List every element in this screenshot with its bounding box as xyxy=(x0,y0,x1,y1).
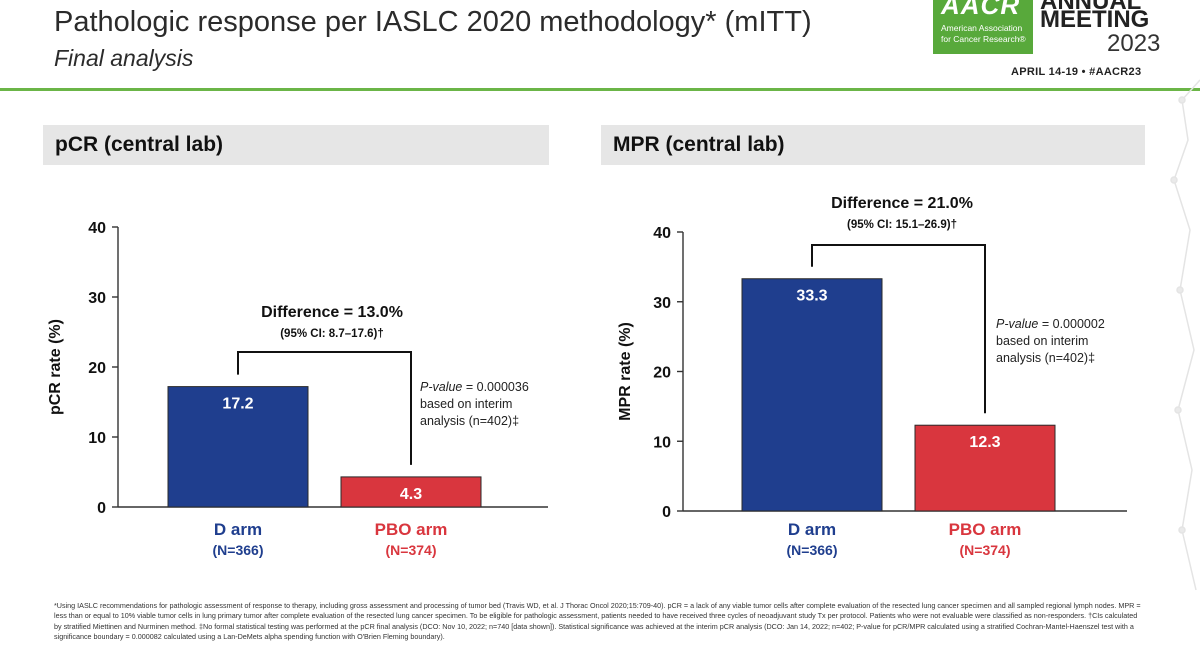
mpr-category-label-1: PBO arm xyxy=(949,520,1022,539)
pcr-pvalue-number: = 0.000036 xyxy=(462,380,528,394)
meeting-year: 2023 xyxy=(1107,30,1161,57)
panel-header-mpr: MPR (central lab) xyxy=(601,125,1145,165)
meeting-line2: MEETING xyxy=(1040,6,1150,33)
aacr-logo-text: AACR xyxy=(941,0,1021,20)
pcr-category-label-1: PBO arm xyxy=(375,520,448,539)
mpr-difference-label: Difference = 21.0% xyxy=(831,195,973,212)
pcr-pvalue-italic: P-value xyxy=(420,380,462,394)
panel-title-mpr: MPR (central lab) xyxy=(613,133,785,156)
pcr-category-n-0: (N=366) xyxy=(213,542,264,558)
pcr-pvalue-line3: analysis (n=402)‡ xyxy=(420,414,519,428)
pcr-y-tick-label: 40 xyxy=(88,220,106,237)
mpr-pvalue-line3: analysis (n=402)‡ xyxy=(996,351,1095,365)
mpr-category-n-1: (N=374) xyxy=(960,542,1011,558)
panel-title-pcr: pCR (central lab) xyxy=(55,133,224,156)
mpr-bar-value-label-1: 12.3 xyxy=(969,434,1000,451)
mpr-y-tick-label: 10 xyxy=(653,434,671,451)
panel-header-pcr: pCR (central lab) xyxy=(43,125,549,165)
meeting-dates: APRIL 14-19 • #AACR23 xyxy=(1011,66,1142,78)
pcr-y-tick-label: 30 xyxy=(88,290,106,307)
mpr-y-tick-label: 30 xyxy=(653,295,671,312)
mpr-bar-1 xyxy=(914,424,1056,512)
pcr-bar-1 xyxy=(340,476,482,508)
pcr-y-axis-label: pCR rate (%) xyxy=(47,319,64,415)
mpr-bar-value-label-0: 33.3 xyxy=(796,288,827,305)
meeting-line1: ANNUAL xyxy=(1040,0,1142,15)
mpr-y-tick-label: 20 xyxy=(653,365,671,382)
mpr-difference-bracket xyxy=(811,244,986,414)
pcr-difference-bracket xyxy=(237,351,412,465)
pcr-bar-0 xyxy=(167,386,309,508)
mpr-pvalue-number: = 0.000002 xyxy=(1038,317,1104,331)
aacr-logo: AACR American Association for Cancer Res… xyxy=(933,0,1033,54)
footnote: *Using IASLC recommendations for patholo… xyxy=(54,601,1141,641)
mpr-pvalue-line2: based on interim xyxy=(996,334,1088,348)
pcr-y-tick-label: 10 xyxy=(88,430,106,447)
page-subtitle: Final analysis xyxy=(54,45,194,71)
decorative-molecule-graphic xyxy=(1170,79,1200,591)
pcr-bar-value-label-0: 17.2 xyxy=(222,396,253,413)
pcr-category-label-0: D arm xyxy=(214,520,262,539)
pcr-pvalue-line2: based on interim xyxy=(420,397,512,411)
pcr-ci-label: (95% CI: 8.7–17.6)† xyxy=(280,328,384,340)
mpr-pvalue-italic: P-value xyxy=(996,317,1038,331)
charts-canvas: 0 10 20 30 40 pCR rate (%) 17.2 D arm (N=366) 4.3… xyxy=(47,195,1127,558)
mpr-bar-0 xyxy=(741,278,883,512)
mpr-pvalue-line1: P-value = 0.000002 xyxy=(996,317,1105,331)
pcr-difference-label: Difference = 13.0% xyxy=(261,304,403,321)
pcr-bar-value-label-1: 4.3 xyxy=(400,486,422,503)
pcr-category-n-1: (N=374) xyxy=(386,542,437,558)
aacr-logo-subtext: American Association for Cancer Research… xyxy=(941,23,1026,44)
mpr-y-tick-label: 40 xyxy=(653,225,671,242)
mpr-y-tick-label: 0 xyxy=(662,504,671,521)
pcr-pvalue-line1: P-value = 0.000036 xyxy=(420,380,529,394)
header-rule xyxy=(0,88,1200,91)
mpr-ci-label: (95% CI: 15.1–26.9)† xyxy=(847,219,957,231)
pcr-y-tick-label: 20 xyxy=(88,360,106,377)
mpr-category-n-0: (N=366) xyxy=(787,542,838,558)
pcr-y-tick-label: 0 xyxy=(97,500,106,517)
mpr-category-label-0: D arm xyxy=(788,520,836,539)
mpr-y-axis-label: MPR rate (%) xyxy=(617,322,634,421)
page-title: Pathologic response per IASLC 2020 metho… xyxy=(54,6,812,38)
